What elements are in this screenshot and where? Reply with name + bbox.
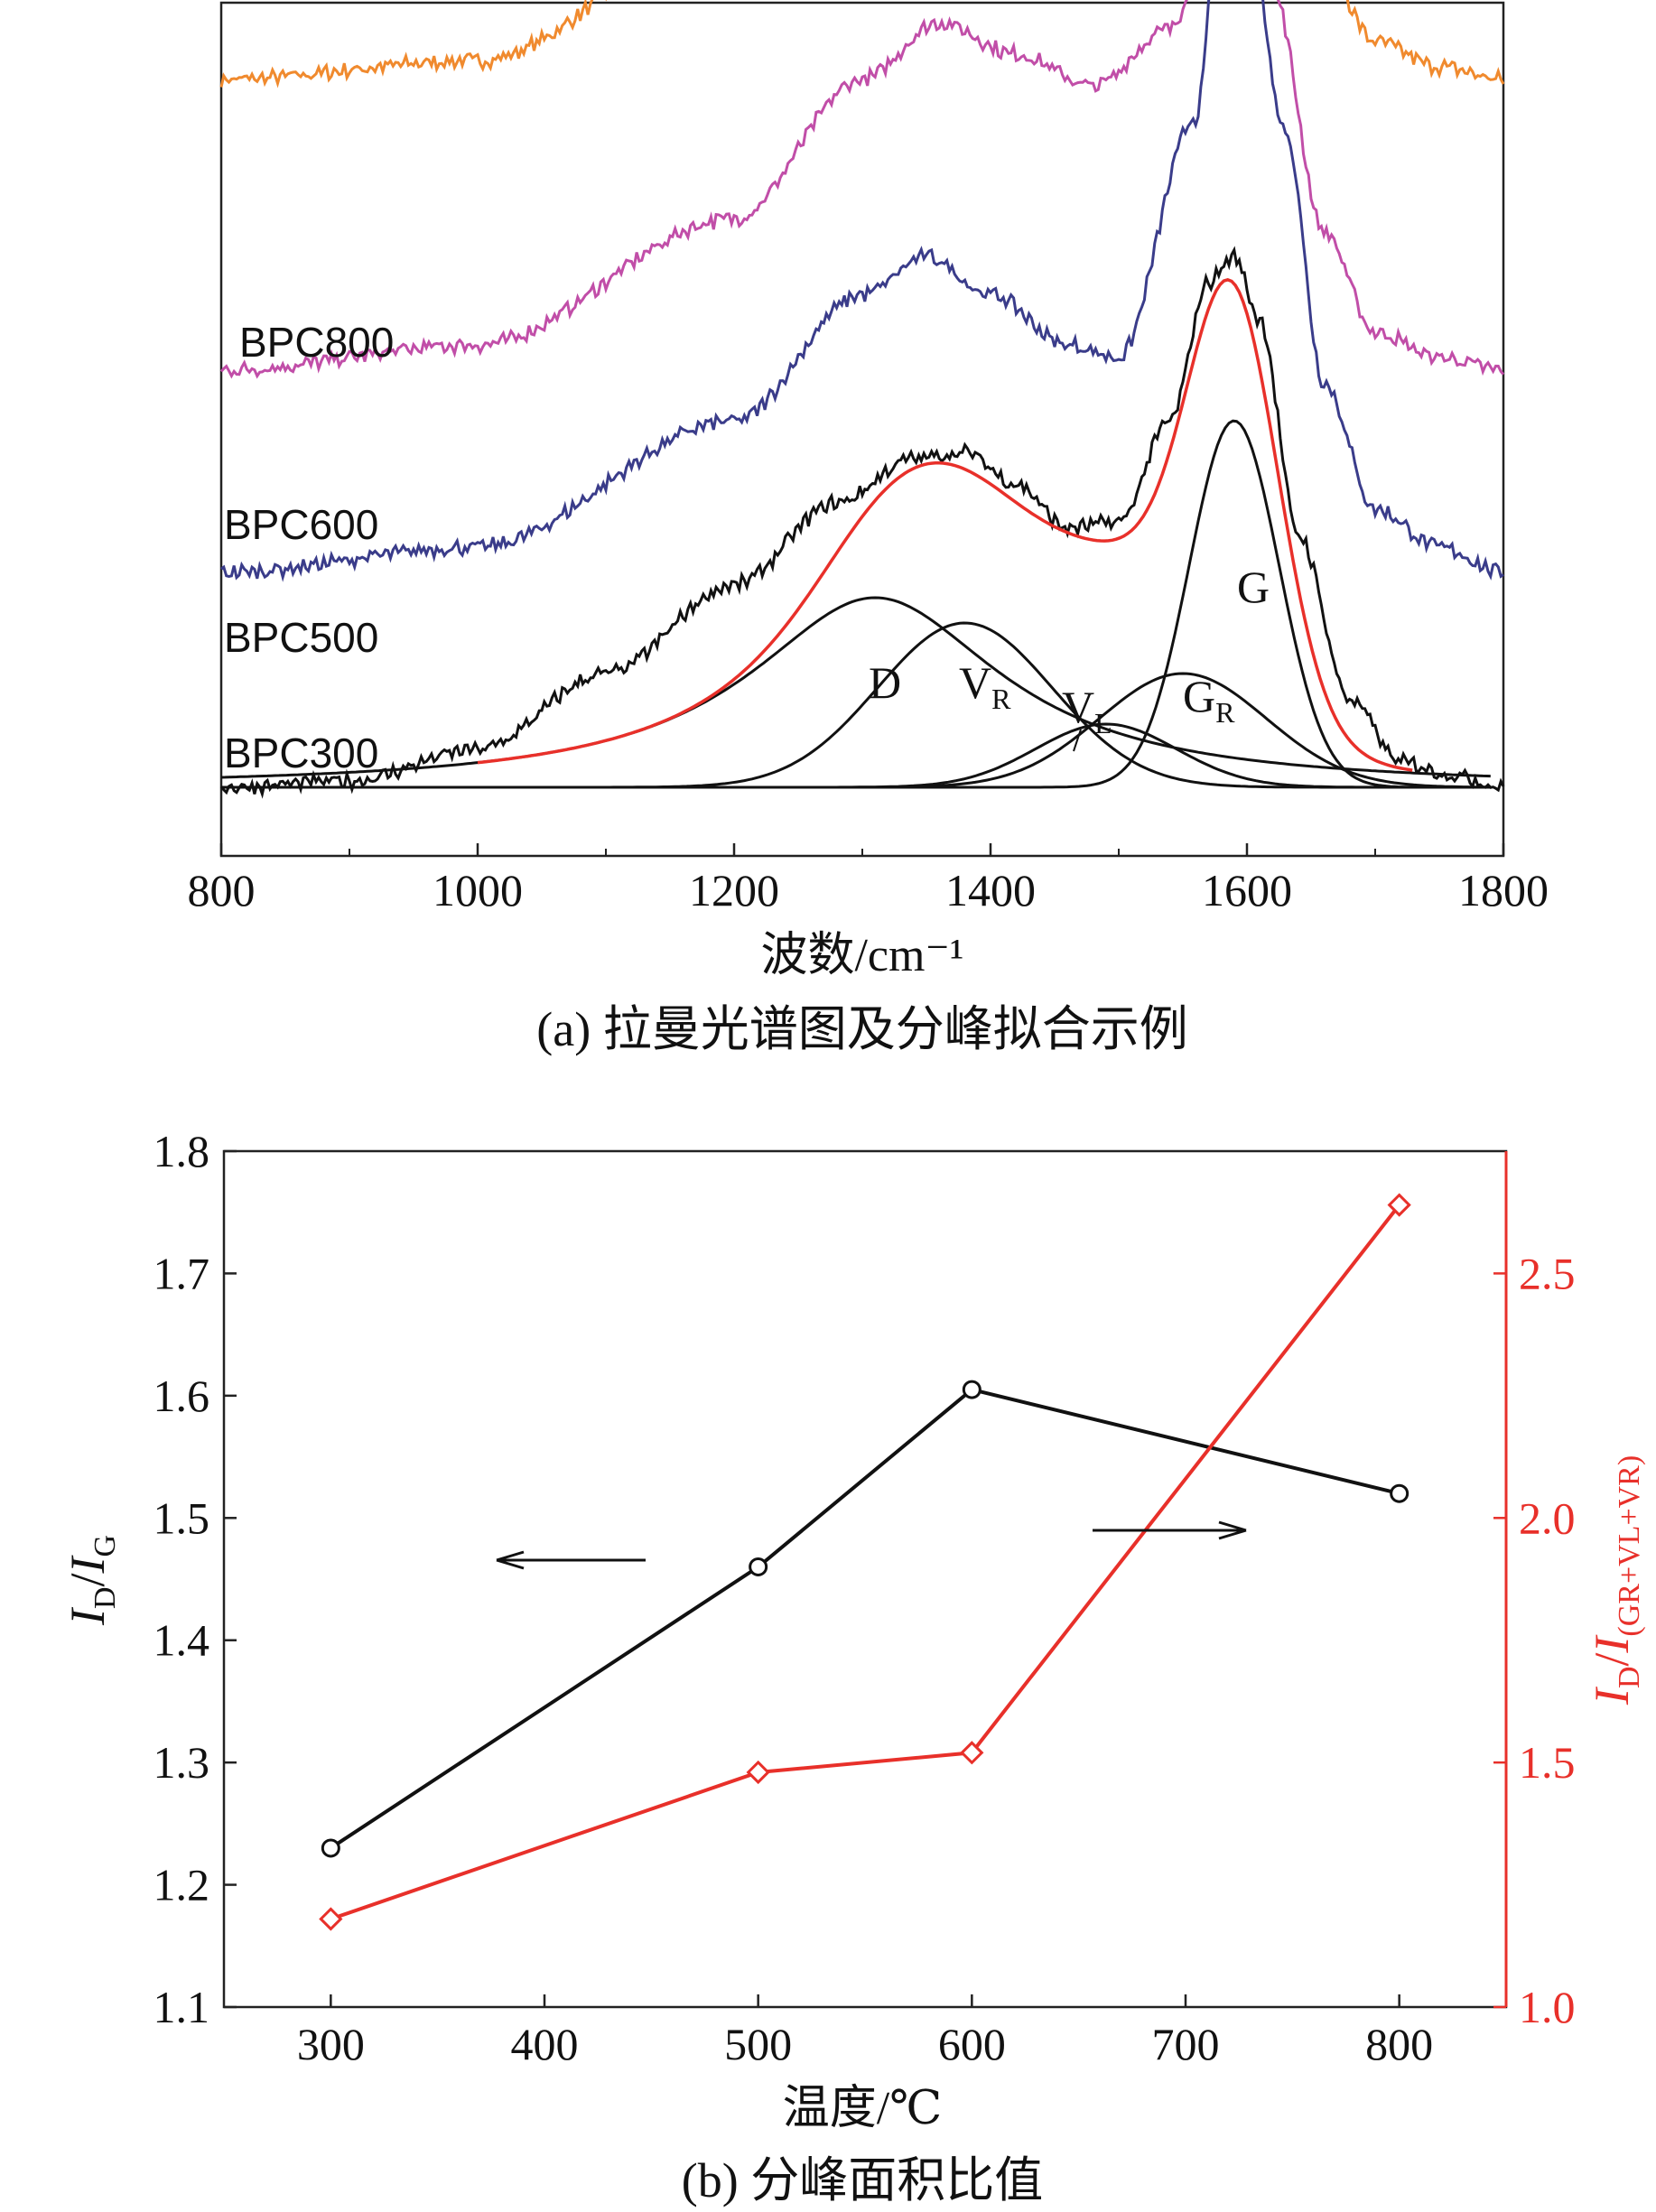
series-label-bpc500: BPC500 xyxy=(224,614,378,661)
spectrum-line-bpc600 xyxy=(219,0,1505,379)
peak-label-d: D xyxy=(869,657,901,708)
peak-label-vr: VR xyxy=(959,657,1011,715)
peak-label-vl: VL xyxy=(1062,682,1112,739)
panel-b-x-tick-label: 500 xyxy=(724,2019,792,2069)
data-point-circle xyxy=(321,1838,340,1858)
arrow-left-axis-indicator xyxy=(496,1550,646,1570)
panel-b-x-tick-label: 700 xyxy=(1152,2019,1220,2069)
panel-b-x-tick-label: 800 xyxy=(1365,2019,1433,2069)
panel-a-raman-spectra: 800 1000 1200 1400 1600 1800 BPC800 BPC600 BP… xyxy=(188,0,1549,1056)
arrow-right-axis-indicator xyxy=(1093,1520,1247,1540)
fit-component-vl xyxy=(221,722,1491,789)
panel-b-left-tick-label: 1.4 xyxy=(154,1615,210,1666)
fit-component-d xyxy=(220,596,1491,779)
panel-b-right-tick-label: 2.5 xyxy=(1519,1248,1576,1298)
panel-a-curves xyxy=(219,0,1505,799)
peak-label-g: G xyxy=(1237,562,1270,612)
panel-b-title: (b) 分峰面积比值 xyxy=(682,2153,1043,2207)
panel-b-right-y-label: ID/I(GR+VL+VR) xyxy=(1585,1455,1646,1705)
panel-b-x-tick-label: 300 xyxy=(297,2019,365,2069)
data-point-circle xyxy=(749,1557,768,1576)
series-label-bpc800: BPC800 xyxy=(239,319,394,366)
fit-envelope xyxy=(477,278,1413,772)
panel-a-x-tick-label: 1200 xyxy=(689,865,779,915)
series-line-id-ig xyxy=(330,1387,1400,1850)
panel-b-right-tick-label: 1.0 xyxy=(1519,1982,1576,2032)
panel-b-plot-frame xyxy=(222,1149,1508,2009)
fit-component-g xyxy=(221,419,1491,789)
panel-a-plot-frame xyxy=(219,1,1505,858)
series-line-id-igr-vl-vr xyxy=(330,1204,1401,1921)
panel-b-left-tick-label: 1.8 xyxy=(154,1126,210,1176)
data-point-circle xyxy=(1390,1483,1409,1503)
panel-a-title: (a) 拉曼光谱图及分峰拟合示例 xyxy=(536,1002,1187,1056)
fit-component-gr xyxy=(221,672,1491,789)
panel-a-x-tick-label: 1400 xyxy=(945,865,1036,915)
panel-b-right-tick-label: 1.5 xyxy=(1519,1737,1576,1788)
series-label-bpc600: BPC600 xyxy=(224,501,378,548)
panel-b-left-tick-label: 1.7 xyxy=(154,1248,210,1298)
panel-b-peak-area-ratio: 300 400 500 600 700 800 1.1 1.2 1.3 1.4 1.5 1.6 1.7 1… xyxy=(60,1126,1646,2207)
panel-b-ticks: 300 400 500 600 700 800 1.1 1.2 1.3 1.4 1.5 1.6 1.7 1… xyxy=(154,1126,1576,2069)
data-point-diamond xyxy=(746,1760,770,1785)
panel-a-x-tick-label: 1000 xyxy=(433,865,523,915)
panel-a-x-tick-label: 800 xyxy=(188,865,256,915)
panel-b-left-tick-label: 1.1 xyxy=(154,1982,210,2032)
panel-a-x-tick-label: 1600 xyxy=(1202,865,1292,915)
panel-b-x-axis-label: 温度/℃ xyxy=(783,2083,943,2134)
vl-pointer-line xyxy=(1073,729,1082,752)
peak-label-gr: GR xyxy=(1183,671,1235,729)
panel-b-x-tick-label: 600 xyxy=(938,2019,1006,2069)
panel-a-x-tick-label: 1800 xyxy=(1458,865,1549,915)
fit-component-vr xyxy=(221,621,1491,789)
panel-b-left-tick-label: 1.6 xyxy=(154,1371,210,1421)
panel-b-series xyxy=(319,1193,1411,1931)
data-point-circle xyxy=(962,1380,982,1399)
panel-b-x-tick-label: 400 xyxy=(511,2019,579,2069)
panel-a-x-axis-label: 波数/cm⁻¹ xyxy=(760,930,963,981)
series-label-bpc300: BPC300 xyxy=(224,730,378,776)
data-point-diamond xyxy=(960,1741,984,1765)
data-point-diamond xyxy=(319,1907,343,1931)
panel-b-left-tick-label: 1.2 xyxy=(154,1860,210,1910)
data-point-diamond xyxy=(1387,1193,1411,1217)
panel-a-x-ticks: 800 1000 1200 1400 1600 1800 xyxy=(188,843,1549,915)
panel-b-left-tick-label: 1.3 xyxy=(154,1737,210,1788)
spectrum-line-bpc800 xyxy=(219,0,1505,88)
panel-b-left-tick-label: 1.5 xyxy=(154,1492,210,1543)
panel-b-left-y-label: ID/IG xyxy=(60,1535,122,1626)
panel-b-right-tick-label: 2.0 xyxy=(1519,1492,1576,1543)
spectrum-line-bpc500 xyxy=(220,0,1504,582)
spectrum-line-bpc300 xyxy=(219,246,1505,799)
